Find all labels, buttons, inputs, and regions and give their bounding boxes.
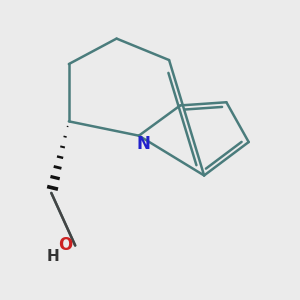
Text: H: H (46, 249, 59, 264)
Text: N: N (137, 135, 151, 153)
Text: O: O (58, 236, 73, 254)
